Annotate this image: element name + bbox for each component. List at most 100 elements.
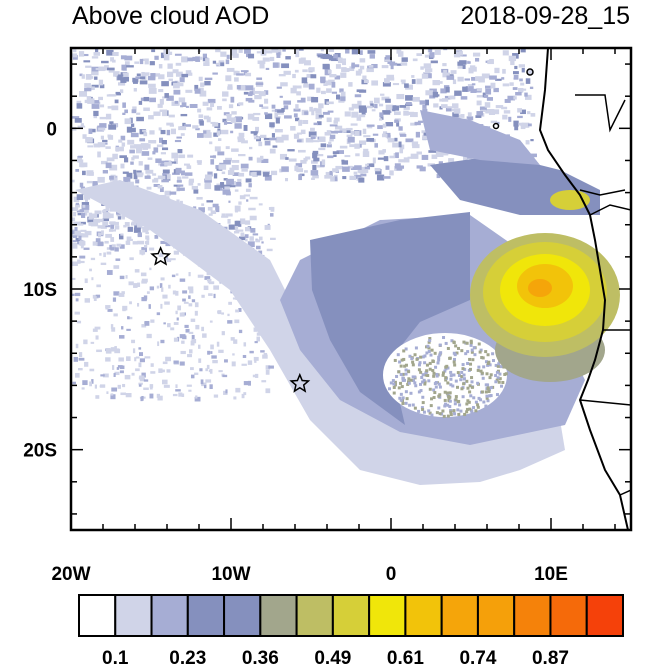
aod-speckle bbox=[225, 113, 232, 117]
aod-speckle bbox=[304, 111, 309, 115]
aod-speckle bbox=[225, 157, 232, 162]
aod-speckle bbox=[455, 351, 459, 355]
aod-speckle bbox=[468, 67, 474, 74]
aod-speckle bbox=[213, 285, 220, 290]
aod-speckle bbox=[327, 69, 332, 74]
aod-speckle bbox=[212, 60, 217, 64]
aod-speckle bbox=[176, 83, 184, 87]
aod-speckle bbox=[401, 81, 406, 85]
aod-speckle bbox=[421, 401, 425, 405]
aod-speckle bbox=[477, 342, 481, 346]
aod-speckle bbox=[203, 130, 207, 134]
aod-speckle bbox=[303, 157, 308, 162]
aod-speckle bbox=[100, 374, 105, 377]
aod-speckle bbox=[454, 90, 462, 96]
aod-speckle bbox=[185, 89, 193, 93]
aod-speckle bbox=[443, 69, 447, 73]
aod-speckle bbox=[197, 162, 202, 165]
aod-speckle bbox=[139, 138, 146, 142]
aod-speckle bbox=[228, 224, 237, 230]
aod-speckle bbox=[261, 241, 264, 244]
aod-speckle bbox=[404, 372, 408, 376]
aod-speckle bbox=[313, 175, 318, 178]
aod-speckle bbox=[159, 252, 163, 257]
aod-speckle bbox=[432, 371, 436, 375]
aod-speckle bbox=[140, 76, 146, 80]
aod-speckle bbox=[120, 77, 126, 81]
aod-speckle bbox=[416, 53, 423, 57]
aod-speckle bbox=[394, 111, 401, 116]
aod-speckle bbox=[75, 169, 80, 172]
aod-speckle bbox=[253, 356, 259, 361]
aod-speckle bbox=[126, 236, 132, 241]
aod-speckle bbox=[81, 53, 89, 57]
aod-speckle bbox=[156, 312, 161, 316]
aod-speckle bbox=[241, 219, 244, 223]
aod-speckle bbox=[80, 229, 87, 232]
aod-speckle bbox=[389, 155, 395, 159]
aod-speckle bbox=[131, 109, 137, 114]
aod-speckle bbox=[162, 174, 171, 181]
aod-speckle bbox=[130, 123, 135, 127]
aod-speckle bbox=[446, 346, 450, 350]
aod-speckle bbox=[139, 249, 146, 255]
aod-speckle bbox=[83, 60, 91, 63]
aod-speckle bbox=[140, 97, 145, 101]
aod-speckle bbox=[482, 365, 486, 369]
aod-speckle bbox=[495, 105, 504, 109]
y-tick-label: 0 bbox=[46, 119, 57, 140]
aod-speckle bbox=[195, 395, 198, 399]
aod-speckle bbox=[214, 185, 221, 191]
aod-speckle bbox=[141, 71, 145, 78]
aod-speckle bbox=[173, 250, 179, 255]
aod-speckle bbox=[480, 356, 484, 360]
aod-speckle bbox=[99, 123, 107, 129]
aod-speckle bbox=[194, 88, 201, 94]
aod-speckle bbox=[326, 88, 332, 93]
aod-speckle bbox=[451, 384, 455, 388]
aod-speckle bbox=[400, 385, 404, 389]
aod-speckle bbox=[103, 252, 106, 258]
aod-speckle bbox=[97, 241, 104, 247]
aod-speckle bbox=[238, 172, 245, 177]
aod-speckle bbox=[442, 98, 449, 102]
aod-speckle bbox=[108, 124, 117, 130]
aod-speckle bbox=[404, 401, 408, 405]
aod-speckle bbox=[194, 396, 201, 402]
aod-speckle bbox=[444, 378, 448, 382]
aod-speckle bbox=[162, 379, 168, 385]
aod-speckle bbox=[278, 74, 286, 77]
aod-speckle bbox=[310, 170, 319, 176]
aod-speckle bbox=[221, 171, 226, 175]
aod-speckle bbox=[213, 293, 216, 299]
aod-speckle bbox=[169, 191, 177, 195]
aod-speckle bbox=[119, 244, 125, 249]
aod-speckle bbox=[138, 384, 142, 387]
aod-speckle bbox=[181, 102, 187, 108]
aod-speckle bbox=[452, 351, 456, 355]
aod-speckle bbox=[332, 168, 339, 173]
aod-speckle bbox=[437, 382, 441, 386]
aod-speckle bbox=[185, 70, 192, 75]
aod-speckle bbox=[264, 90, 269, 95]
aod-speckle bbox=[81, 233, 89, 238]
aod-speckle bbox=[416, 78, 423, 85]
aod-speckle bbox=[144, 241, 149, 245]
aod-speckle bbox=[401, 57, 408, 62]
aod-speckle bbox=[145, 235, 150, 240]
aod-speckle bbox=[418, 361, 422, 365]
aod-speckle bbox=[435, 411, 439, 415]
aod-speckle bbox=[124, 55, 133, 61]
aod-speckle bbox=[247, 113, 255, 120]
aod-speckle bbox=[107, 106, 115, 109]
aod-speckle bbox=[518, 87, 524, 93]
aod-speckle bbox=[502, 83, 510, 87]
aod-speckle bbox=[404, 363, 408, 367]
aod-speckle bbox=[220, 62, 225, 67]
aod-speckle bbox=[233, 230, 240, 234]
aod-speckle bbox=[282, 49, 286, 52]
aod-speckle bbox=[411, 375, 415, 379]
aod-speckle bbox=[172, 172, 180, 175]
aod-speckle bbox=[285, 157, 289, 160]
aod-speckle bbox=[252, 171, 258, 177]
